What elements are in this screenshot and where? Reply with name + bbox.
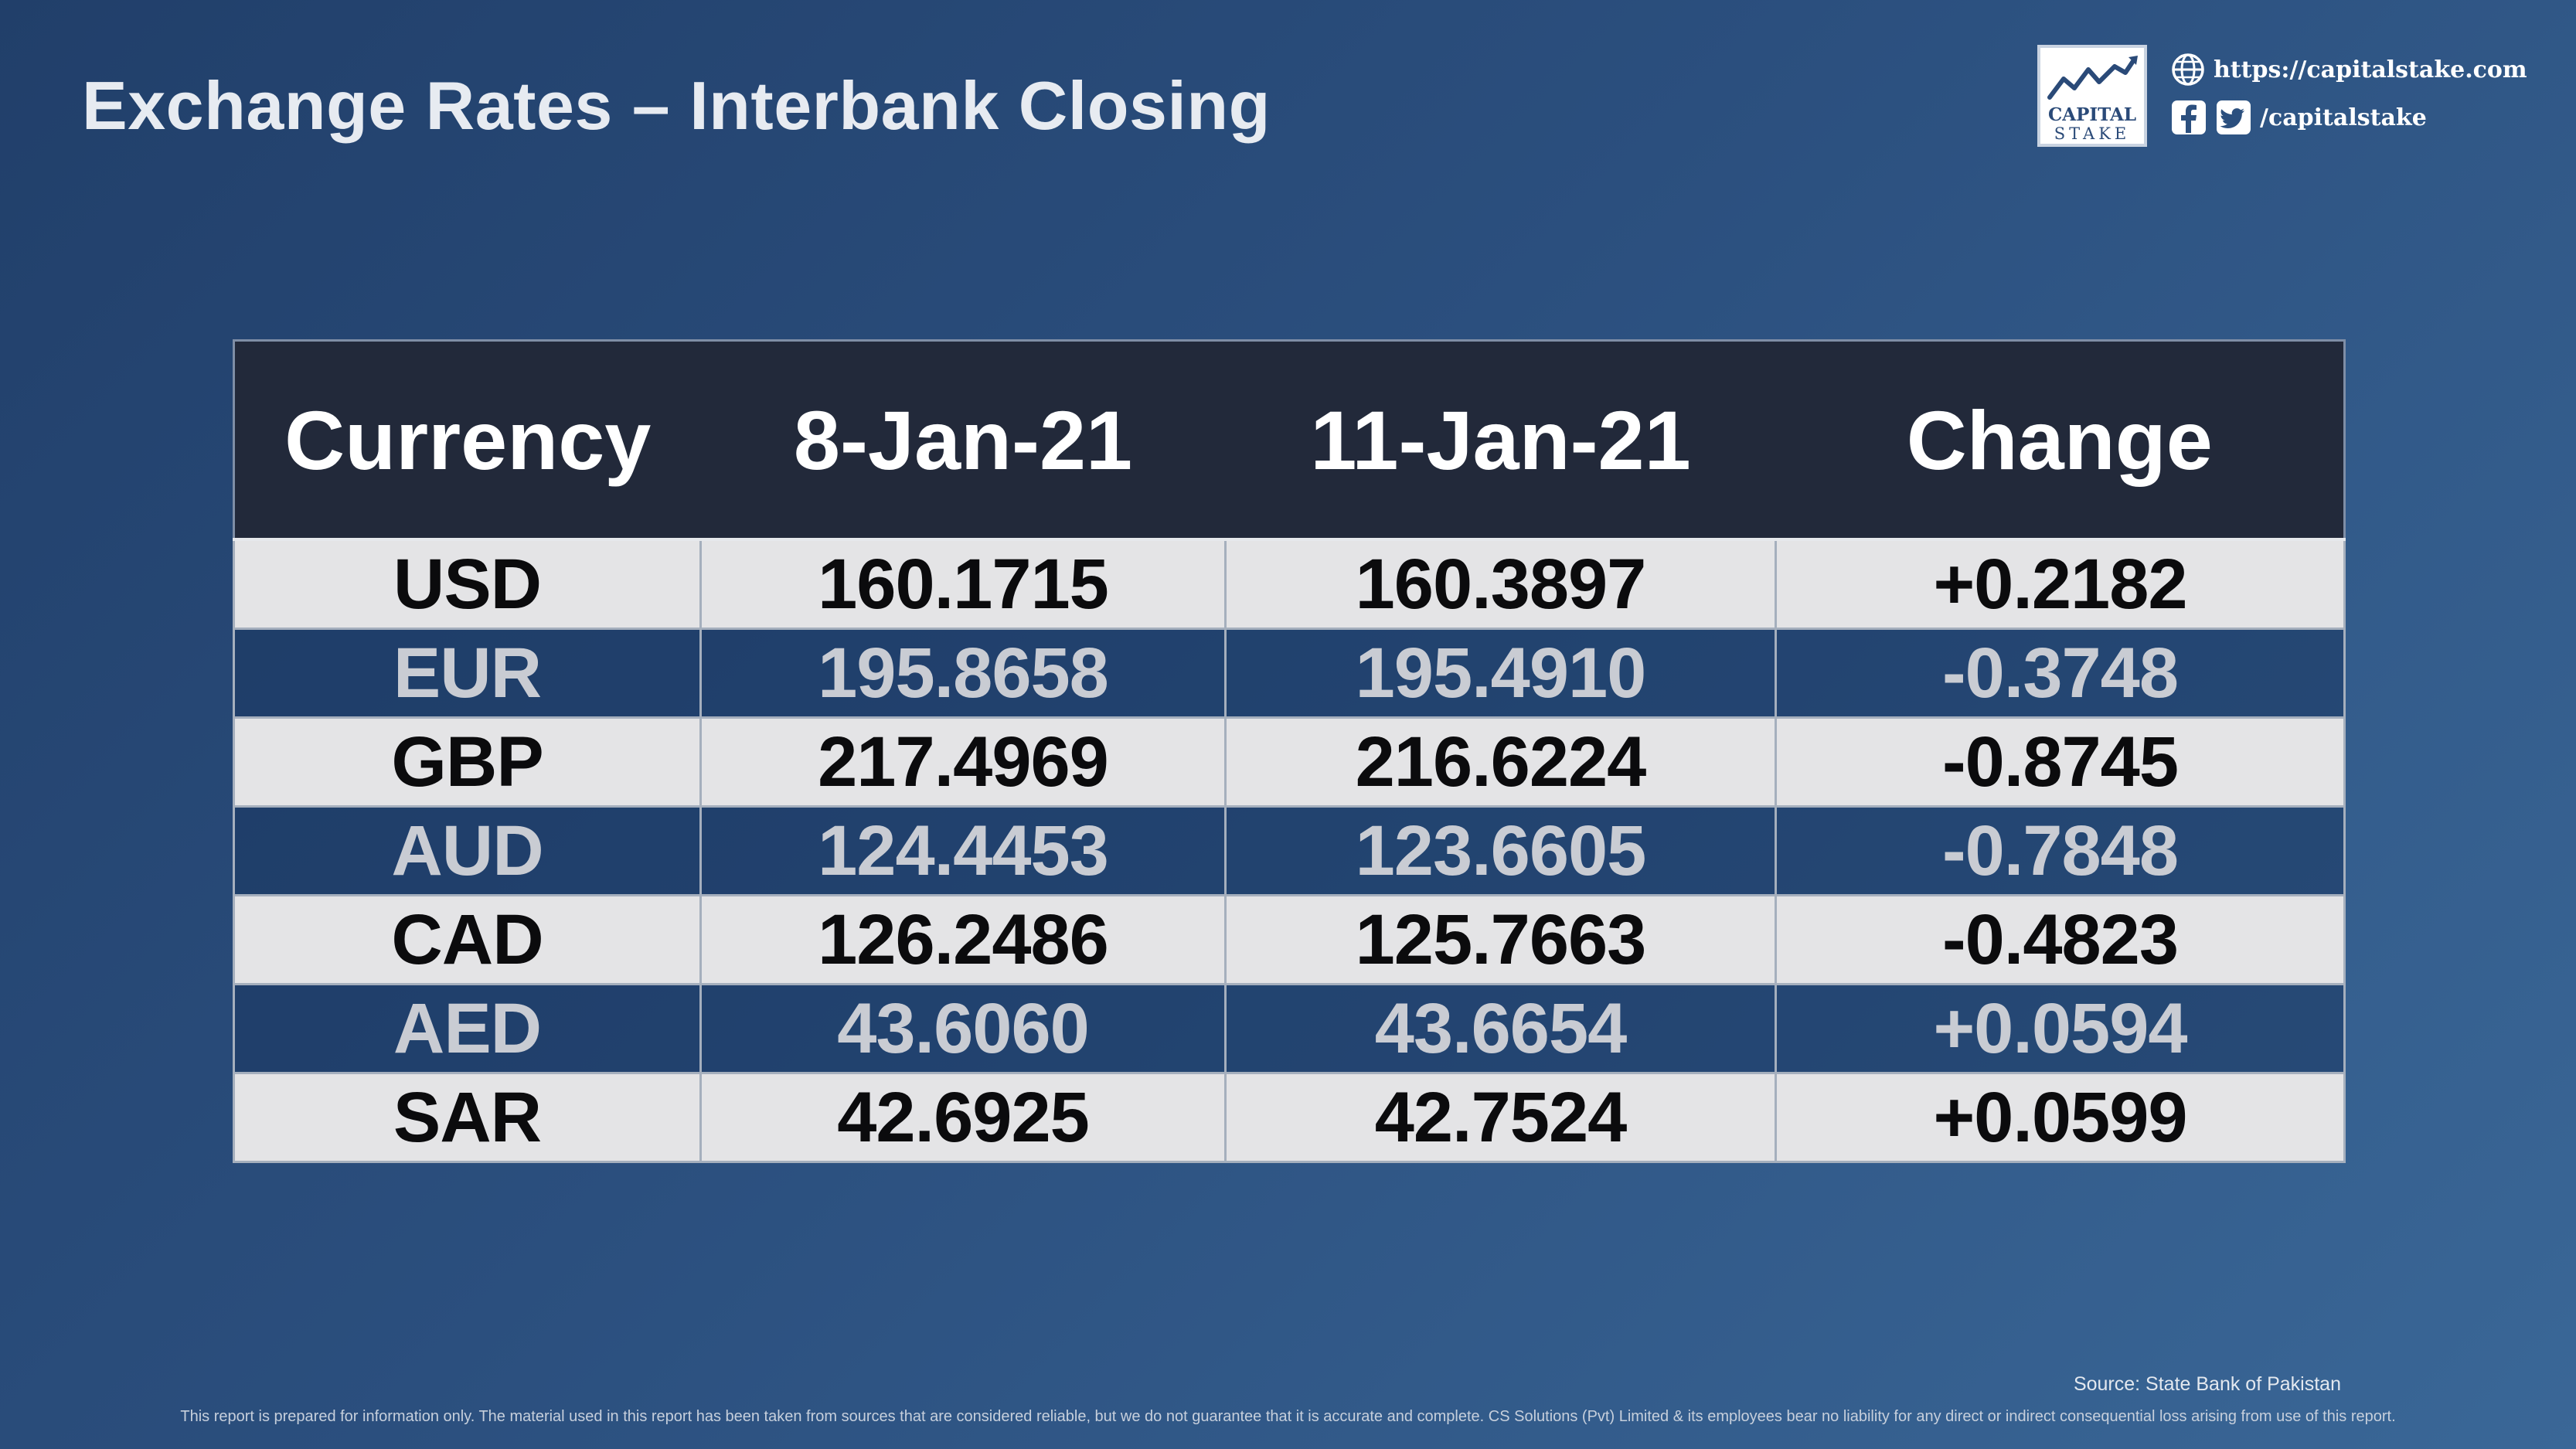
change-cell: -0.4823 bbox=[1775, 894, 2346, 985]
column-header-date-1: 8-Jan-21 bbox=[700, 340, 1226, 541]
currency-cell: AED bbox=[233, 983, 702, 1074]
website-row[interactable]: https://capitalstake.com bbox=[2170, 51, 2527, 88]
rate-cell-date-1: 42.6925 bbox=[699, 1072, 1227, 1163]
social-handle-link[interactable]: /capitalstake bbox=[2260, 104, 2427, 131]
change-cell: -0.8745 bbox=[1775, 716, 2346, 808]
column-header-date-2: 11-Jan-21 bbox=[1225, 340, 1776, 541]
exchange-rates-table: Currency 8-Jan-21 11-Jan-21 Change USD 1… bbox=[233, 339, 2346, 1163]
rate-cell-date-2: 125.7663 bbox=[1224, 894, 1777, 985]
source-note: Source: State Bank of Pakistan bbox=[2073, 1373, 2341, 1395]
rate-cell-date-2: 43.6654 bbox=[1224, 983, 1777, 1074]
table-row: EUR 195.8658 195.4910 -0.3748 bbox=[233, 628, 2346, 719]
rate-cell-date-2: 160.3897 bbox=[1224, 538, 1777, 630]
table-row: USD 160.1715 160.3897 +0.2182 bbox=[233, 538, 2346, 630]
change-cell: +0.2182 bbox=[1775, 538, 2346, 630]
rate-cell-date-1: 126.2486 bbox=[699, 894, 1227, 985]
currency-cell: CAD bbox=[233, 894, 702, 985]
table-row: CAD 126.2486 125.7663 -0.4823 bbox=[233, 894, 2346, 985]
twitter-icon[interactable] bbox=[2215, 99, 2252, 136]
rate-cell-date-1: 217.4969 bbox=[699, 716, 1227, 808]
change-cell: -0.3748 bbox=[1775, 628, 2346, 719]
change-cell: -0.7848 bbox=[1775, 805, 2346, 896]
currency-cell: SAR bbox=[233, 1072, 702, 1163]
column-header-change: Change bbox=[1775, 340, 2345, 541]
table-row: GBP 217.4969 216.6224 -0.8745 bbox=[233, 716, 2346, 808]
rate-cell-date-1: 43.6060 bbox=[699, 983, 1227, 1074]
rate-cell-date-2: 123.6605 bbox=[1224, 805, 1777, 896]
capital-stake-logo[interactable]: CAPITAL STAKE bbox=[2037, 45, 2147, 147]
column-header-currency: Currency bbox=[233, 340, 701, 541]
rate-cell-date-2: 216.6224 bbox=[1224, 716, 1777, 808]
logo-text-capital: CAPITAL bbox=[2047, 104, 2137, 125]
chart-trend-icon bbox=[2047, 56, 2138, 100]
change-cell: +0.0594 bbox=[1775, 983, 2346, 1074]
currency-cell: AUD bbox=[233, 805, 702, 896]
table-row: SAR 42.6925 42.7524 +0.0599 bbox=[233, 1072, 2346, 1163]
currency-cell: GBP bbox=[233, 716, 702, 808]
table-header-row: Currency 8-Jan-21 11-Jan-21 Change bbox=[233, 340, 2345, 541]
disclaimer-text: This report is prepared for information … bbox=[180, 1408, 2396, 1425]
currency-cell: EUR bbox=[233, 628, 702, 719]
globe-icon bbox=[2170, 52, 2206, 87]
change-cell: +0.0599 bbox=[1775, 1072, 2346, 1163]
rate-cell-date-1: 124.4453 bbox=[699, 805, 1227, 896]
website-link[interactable]: https://capitalstake.com bbox=[2214, 56, 2527, 83]
facebook-icon[interactable] bbox=[2170, 99, 2207, 136]
rate-cell-date-1: 195.8658 bbox=[699, 628, 1227, 719]
table-row: AUD 124.4453 123.6605 -0.7848 bbox=[233, 805, 2346, 896]
currency-cell: USD bbox=[233, 538, 702, 630]
rate-cell-date-2: 195.4910 bbox=[1224, 628, 1777, 719]
rate-cell-date-1: 160.1715 bbox=[699, 538, 1227, 630]
social-row: /capitalstake bbox=[2170, 99, 2527, 136]
page-title: Exchange Rates – Interbank Closing bbox=[82, 67, 1271, 144]
table-row: AED 43.6060 43.6654 +0.0594 bbox=[233, 983, 2346, 1074]
brand-links: https://capitalstake.com /capitalstake bbox=[2170, 51, 2527, 147]
logo-text-stake: STAKE bbox=[2054, 124, 2131, 143]
rate-cell-date-2: 42.7524 bbox=[1224, 1072, 1777, 1163]
